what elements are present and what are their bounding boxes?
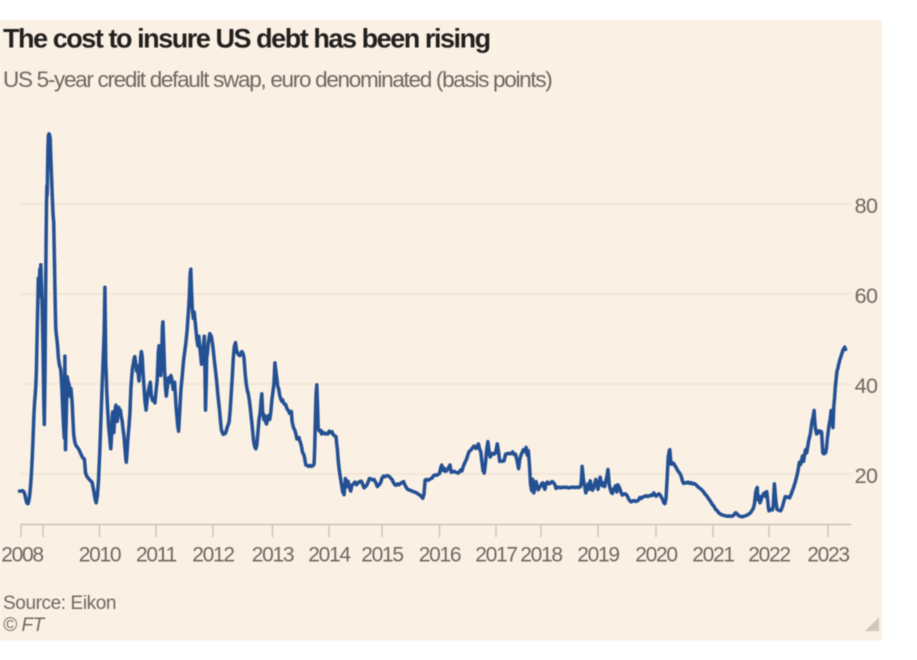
svg-text:2021: 2021 [692, 544, 734, 567]
svg-text:US 5-year credit default swap,: US 5-year credit default swap, euro deno… [3, 67, 552, 92]
svg-text:2013: 2013 [252, 544, 294, 567]
svg-text:60: 60 [855, 284, 878, 308]
svg-text:2010: 2010 [79, 544, 121, 567]
svg-text:40: 40 [855, 374, 878, 398]
svg-text:2018: 2018 [520, 544, 562, 567]
svg-text:2008: 2008 [1, 544, 43, 567]
svg-text:2020: 2020 [635, 544, 677, 567]
svg-text:2011: 2011 [136, 544, 177, 567]
svg-text:2017: 2017 [475, 544, 517, 567]
svg-text:2022: 2022 [748, 544, 790, 567]
svg-text:Source: Eikon: Source: Eikon [3, 593, 116, 614]
svg-text:2014: 2014 [308, 544, 351, 567]
svg-text:20: 20 [855, 464, 878, 488]
svg-text:2019: 2019 [577, 544, 619, 567]
svg-text:The cost to insure US debt has: The cost to insure US debt has been risi… [3, 24, 490, 54]
svg-text:2023: 2023 [807, 544, 849, 567]
svg-text:80: 80 [855, 194, 878, 218]
svg-text:© FT: © FT [3, 615, 46, 636]
svg-text:2016: 2016 [419, 544, 461, 567]
svg-text:2015: 2015 [361, 544, 403, 567]
svg-text:2012: 2012 [192, 544, 234, 567]
